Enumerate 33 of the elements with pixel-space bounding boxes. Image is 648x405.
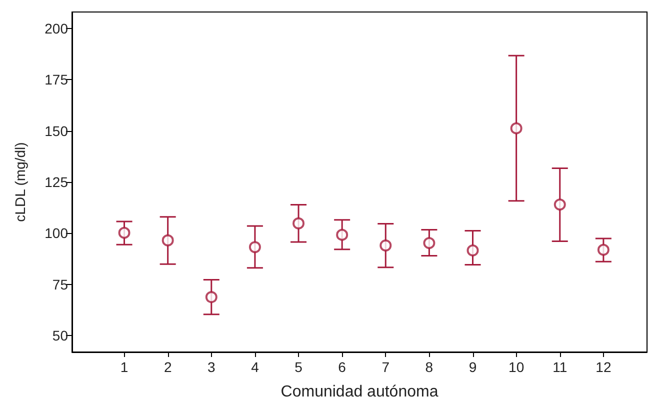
y-tick-label: 75 [52, 276, 68, 292]
y-tick-label: 150 [44, 122, 68, 139]
x-tick-label: 8 [425, 359, 434, 375]
x-tick-label: 6 [338, 359, 346, 375]
x-tick-label: 2 [164, 359, 172, 375]
x-tick-label: 9 [468, 359, 477, 375]
x-tick-label: 4 [251, 359, 260, 375]
y-tick-label: 175 [44, 72, 68, 88]
point [248, 241, 261, 254]
x-axis-title: Comunidad autónoma [280, 384, 438, 400]
x-tick-label: 3 [207, 359, 216, 375]
x-tick-label: 11 [552, 359, 568, 375]
y-tick-label: 125 [44, 174, 68, 190]
point [292, 217, 305, 230]
point [118, 226, 130, 239]
y-axis-title: cLDL (mg/dl) [12, 142, 28, 222]
point [380, 239, 392, 252]
point [554, 198, 566, 211]
point [205, 291, 218, 304]
x-tick-label: 12 [596, 359, 612, 375]
point [466, 244, 479, 256]
x-tick-label: 7 [382, 359, 390, 375]
point [597, 244, 610, 256]
point [510, 122, 522, 134]
point [336, 228, 348, 241]
y-tick-label: 200 [44, 20, 68, 36]
x-tick-label: 5 [294, 359, 303, 375]
y-tick-label: 100 [44, 225, 68, 242]
point [162, 234, 174, 246]
x-tick-label: 1 [120, 359, 128, 375]
y-tick-label: 50 [52, 328, 68, 344]
point [423, 237, 436, 250]
x-tick-label: 10 [508, 359, 524, 375]
